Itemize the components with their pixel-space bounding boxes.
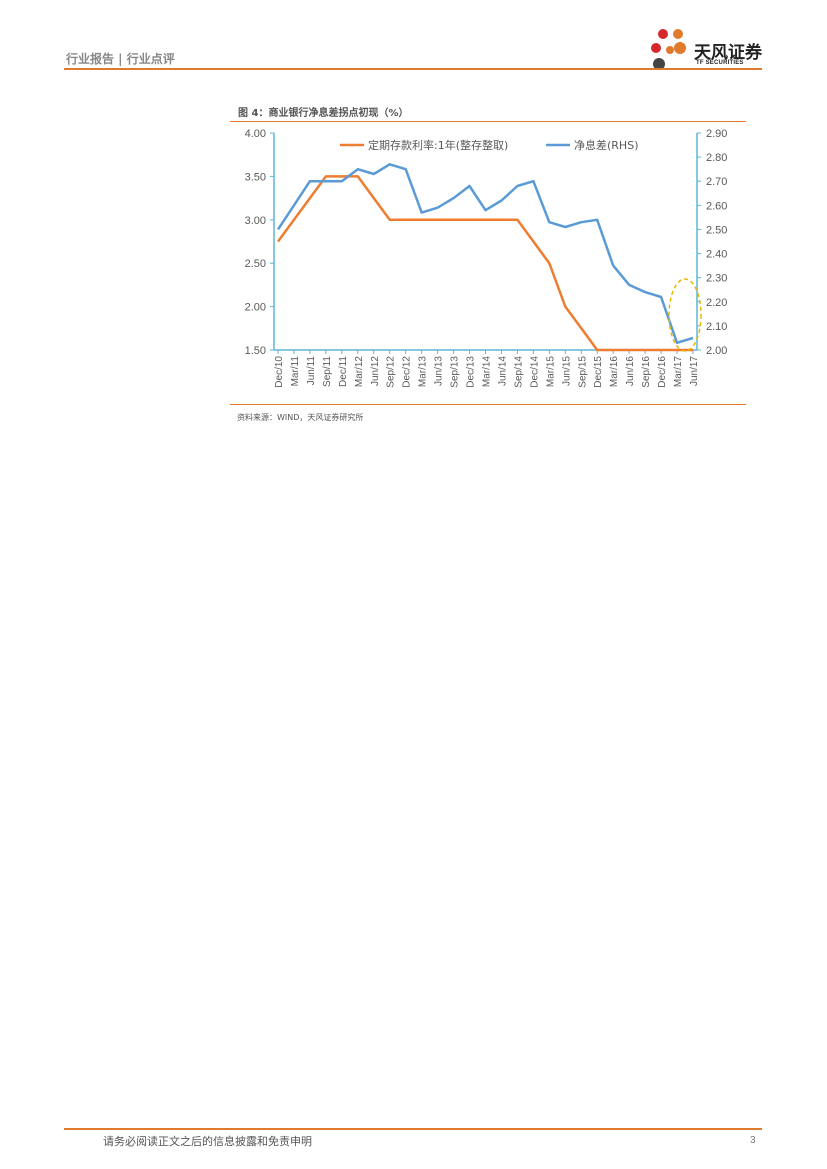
footer-divider: [64, 1128, 762, 1130]
x-tick-label: Sep/11: [322, 356, 333, 387]
deposit-rate-line: [276, 175, 693, 352]
y-right-tick-label: 2.00: [706, 345, 727, 357]
x-tick-label: Jun/16: [625, 356, 636, 386]
x-tick-label: Mar/16: [609, 356, 620, 388]
legend-label: 净息差(RHS): [574, 138, 638, 152]
x-tick-label: Sep/14: [513, 356, 524, 388]
header-divider: [64, 68, 762, 70]
x-tick-label: Jun/11: [306, 356, 317, 386]
y-left-tick-label: 2.50: [245, 258, 266, 270]
x-tick-label: Sep/15: [577, 356, 588, 388]
y-right-tick-label: 2.40: [706, 249, 727, 261]
y-right-tick-label: 2.30: [706, 273, 727, 285]
y-left-tick-label: 3.00: [245, 215, 266, 227]
y-right-tick-label: 2.70: [706, 176, 727, 188]
x-tick-label: Dec/13: [466, 356, 477, 388]
y-left-tick-label: 4.00: [245, 128, 266, 140]
x-tick-label: Dec/16: [657, 356, 668, 388]
y-right-tick-label: 2.20: [706, 297, 727, 309]
y-left-tick-label: 2.00: [245, 302, 266, 314]
line-chart: 1.50 2.00 2.50 3.00 3.50 4.00 2.00 2.10 2.20 2.30…: [245, 128, 728, 388]
x-tick-label: Jun/15: [561, 356, 572, 386]
brand-subtitle: TF SECURITIES: [696, 60, 744, 66]
x-tick-label: Jun/14: [497, 356, 508, 386]
x-tick-label: Sep/12: [386, 356, 397, 388]
y-right-tick-label: 2.50: [706, 224, 727, 236]
figure-top-rule: [230, 121, 746, 122]
highlight-ellipse: [668, 278, 702, 352]
x-tick-label: Jun/17: [689, 356, 700, 386]
x-tick-label: Mar/12: [354, 356, 365, 388]
x-tick-label: Dec/15: [593, 356, 604, 388]
figure-title: 图 4：商业银行净息差拐点初现（%）: [238, 108, 409, 119]
brand-name: 天风证券: [694, 43, 762, 63]
x-tick-label: Sep/16: [641, 356, 652, 388]
x-tick-label: Jun/13: [434, 356, 445, 386]
legend-label: 定期存款利率:1年(整存整取): [368, 138, 508, 152]
x-tick-label: Dec/14: [529, 356, 540, 388]
x-tick-label: Dec/10: [274, 356, 285, 388]
x-tick-label: Sep/13: [450, 356, 461, 388]
x-tick-label: Mar/11: [290, 356, 301, 387]
x-tick-label: Jun/12: [370, 356, 381, 386]
figure-source: 资料来源：WIND，天风证券研究所: [237, 413, 364, 422]
logo-mark-icon: [651, 29, 686, 70]
x-tick-label: Mar/13: [418, 356, 429, 388]
y-right-tick-label: 2.80: [706, 152, 727, 164]
footer-disclaimer: 请务必阅读正文之后的信息披露和免责申明: [103, 1135, 312, 1148]
x-tick-label: Dec/11: [338, 356, 349, 387]
y-right-tick-label: 2.90: [706, 128, 727, 140]
page-number: 3: [750, 1135, 756, 1146]
report-type-label: 行业报告 | 行业点评: [66, 52, 175, 66]
figure-bottom-rule: [230, 404, 746, 405]
y-right-tick-label: 2.60: [706, 200, 727, 212]
x-tick-label: Mar/15: [545, 356, 556, 388]
x-tick-label: Mar/17: [673, 356, 684, 388]
x-tick-label: Mar/14: [482, 356, 493, 388]
brand-logo: [650, 26, 770, 72]
x-tick-label: Dec/12: [402, 356, 413, 388]
y-right-tick-label: 2.10: [706, 321, 727, 333]
net-interest-margin-line: [276, 163, 694, 345]
y-left-tick-label: 1.50: [245, 345, 266, 357]
y-left-tick-label: 3.50: [245, 171, 266, 183]
